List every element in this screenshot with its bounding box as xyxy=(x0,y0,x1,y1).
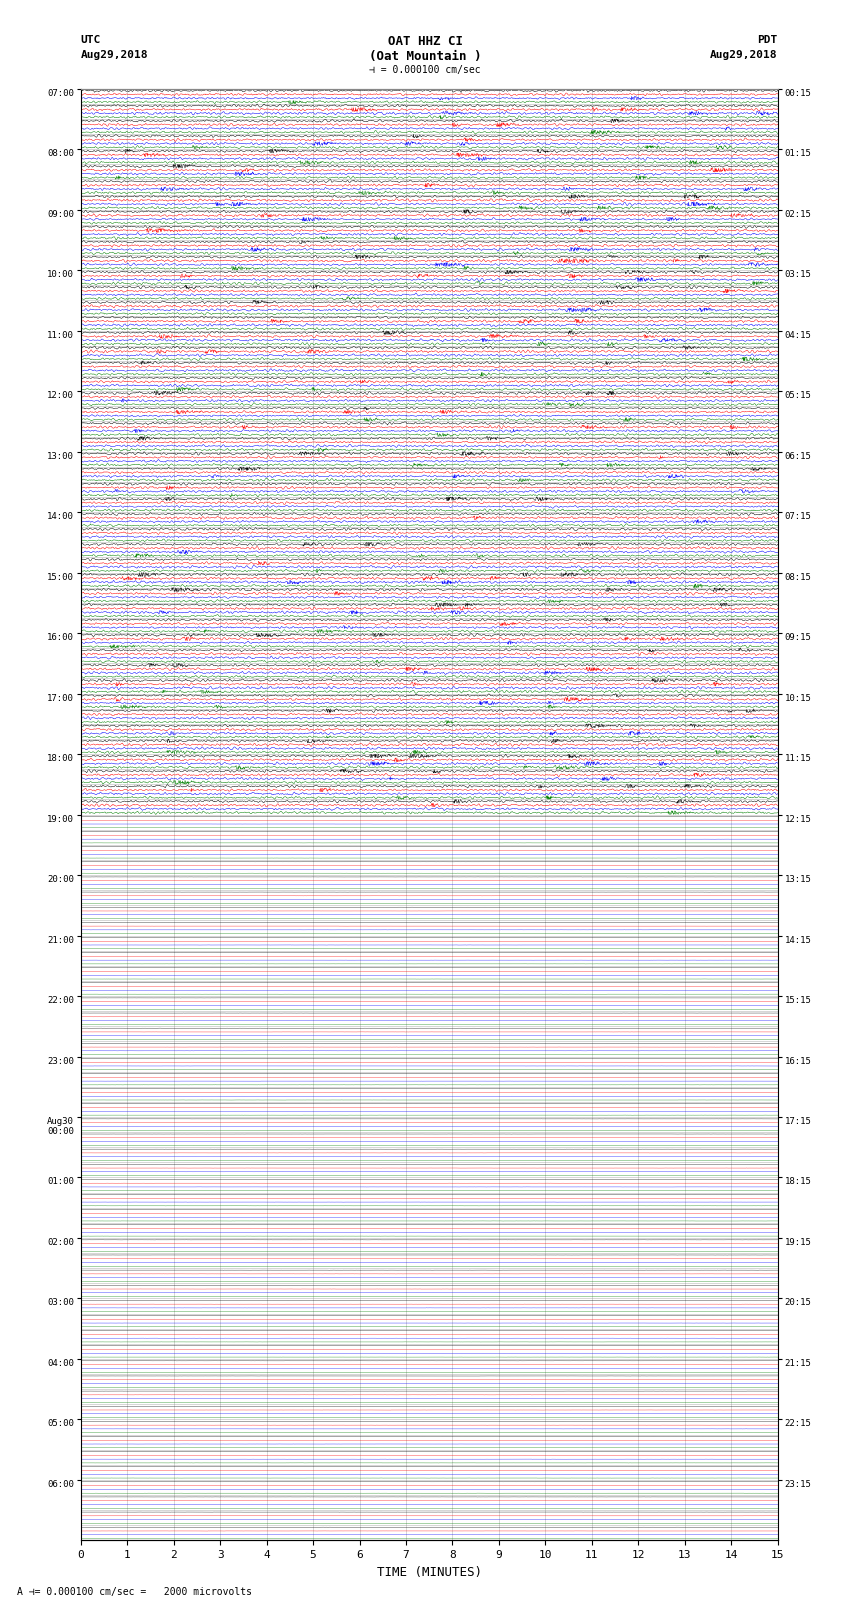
Text: PDT: PDT xyxy=(757,35,778,45)
Text: OAT HHZ CI: OAT HHZ CI xyxy=(388,35,462,48)
Text: (Oat Mountain ): (Oat Mountain ) xyxy=(369,50,481,63)
Text: UTC: UTC xyxy=(81,35,101,45)
Text: A ⊣= 0.000100 cm/sec =   2000 microvolts: A ⊣= 0.000100 cm/sec = 2000 microvolts xyxy=(17,1587,252,1597)
Text: Aug29,2018: Aug29,2018 xyxy=(711,50,778,60)
Text: ⊣ = 0.000100 cm/sec: ⊣ = 0.000100 cm/sec xyxy=(369,65,481,74)
Text: Aug29,2018: Aug29,2018 xyxy=(81,50,148,60)
X-axis label: TIME (MINUTES): TIME (MINUTES) xyxy=(377,1566,482,1579)
